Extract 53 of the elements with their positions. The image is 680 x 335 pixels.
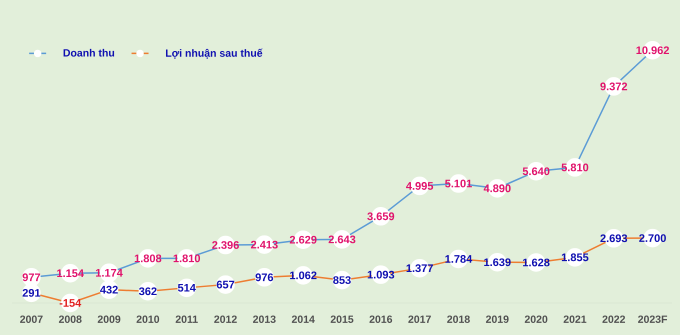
x-tick-label: 2020: [524, 316, 548, 323]
data-label: 1.784: [445, 255, 472, 263]
data-label: 1.174: [96, 269, 123, 277]
data-label: 9.372: [600, 82, 628, 90]
data-label: 1.639: [484, 258, 511, 266]
x-tick-label: 2023F: [638, 316, 668, 323]
x-tick-label: 2011: [176, 316, 198, 323]
data-label: 1.377: [406, 264, 433, 272]
data-label: 10.962: [636, 46, 669, 54]
data-label: 432: [100, 286, 118, 294]
data-label: 514: [178, 284, 196, 292]
x-tick-label: 2008: [58, 316, 82, 323]
data-label: -154: [60, 299, 82, 307]
data-label: 977: [22, 273, 40, 282]
data-label: 2.396: [212, 241, 239, 249]
x-tick-label: 2017: [408, 316, 431, 323]
data-label: 2.629: [290, 236, 317, 244]
x-tick-label: 2021: [564, 316, 586, 323]
x-tick-label: 2014: [292, 316, 315, 323]
data-label: 1.855: [562, 253, 588, 262]
data-label: 4.890: [484, 184, 511, 192]
data-label: 362: [138, 287, 157, 296]
x-tick-label: 2009: [98, 316, 120, 323]
x-tick-label: 2016: [370, 316, 392, 323]
data-label: 657: [216, 280, 234, 288]
data-label: 5.640: [522, 167, 550, 176]
data-label: 2.693: [600, 234, 628, 242]
data-label: 1.154: [57, 269, 84, 278]
data-label: 5.101: [445, 180, 472, 188]
data-label: 2.700: [639, 234, 666, 242]
data-label: 1.093: [368, 270, 394, 279]
x-tick-label: 2012: [214, 316, 237, 323]
data-label: 2.413: [250, 240, 278, 249]
data-label: 1.628: [523, 258, 550, 266]
data-label: 1.808: [134, 254, 162, 262]
x-tick-label: 2018: [447, 316, 470, 323]
x-tick-label: 2010: [136, 316, 160, 323]
x-tick-label: 2013: [253, 316, 276, 323]
legend-label: Lợi nhuận sau thuế: [166, 48, 263, 59]
x-tick-label: 2015: [330, 316, 354, 323]
data-label: 853: [333, 276, 351, 284]
data-label: 976: [256, 273, 274, 282]
x-tick-label: 2022: [602, 316, 626, 323]
data-label: 3.659: [367, 212, 394, 220]
legend-label: Doanh thu: [64, 48, 114, 57]
data-label: 5.810: [562, 164, 588, 172]
data-label: 4.995: [406, 182, 434, 190]
x-tick-label: 2007: [20, 316, 43, 323]
x-tick-label: 2019: [486, 316, 509, 323]
data-label: 1.062: [290, 271, 316, 280]
data-label: 1.810: [174, 254, 200, 262]
data-label: 2.643: [328, 236, 356, 244]
data-label: 291: [22, 288, 40, 297]
